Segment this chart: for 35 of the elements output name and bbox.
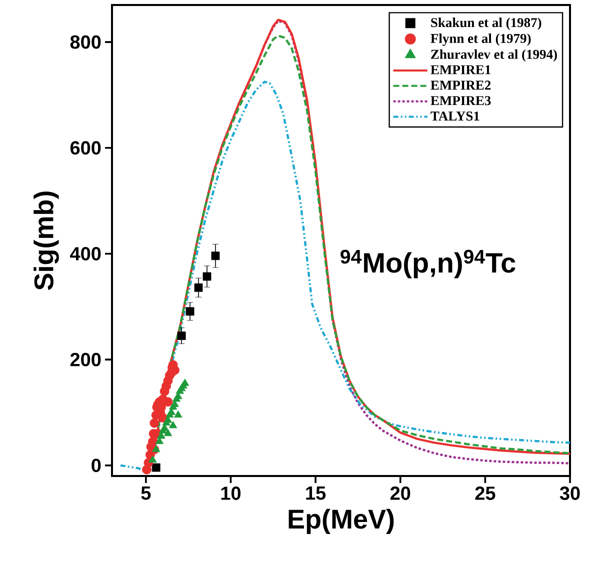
legend-label: Skakun et al (1987) bbox=[431, 18, 542, 30]
point bbox=[177, 332, 186, 340]
point bbox=[174, 410, 182, 418]
y-axis-title: Sig(mb) bbox=[34, 192, 59, 290]
y-tick-label: 800 bbox=[70, 35, 101, 49]
point bbox=[202, 272, 212, 281]
point bbox=[186, 307, 194, 316]
point bbox=[211, 252, 220, 260]
x-tick-label: 5 bbox=[141, 486, 151, 500]
point bbox=[163, 397, 173, 407]
y-tick-label: 400 bbox=[70, 247, 101, 260]
annotation: $^{94}$Mo(p,n)$^{94}$Tc bbox=[340, 250, 516, 278]
x-tick-label: 10 bbox=[221, 486, 241, 500]
point bbox=[194, 283, 203, 292]
legend-label: Zhuravlev et al (1994) bbox=[431, 49, 557, 62]
point bbox=[148, 455, 157, 463]
legend-label: Flynn et al (1979) bbox=[430, 34, 531, 46]
legend-label: TALYS1 bbox=[430, 112, 480, 121]
y-tick-label: 0 bbox=[92, 458, 101, 472]
y-tick-label: 600 bbox=[70, 141, 101, 155]
x-tick-label: 25 bbox=[475, 486, 496, 500]
point bbox=[180, 378, 190, 386]
point bbox=[152, 463, 160, 472]
point bbox=[168, 421, 178, 428]
x-tick-label: 20 bbox=[390, 486, 410, 500]
legend-label: EMPIRE3 bbox=[430, 96, 491, 106]
legend-label: EMPIRE1 bbox=[430, 65, 490, 74]
point bbox=[150, 418, 160, 428]
legend-label: EMPIRE2 bbox=[430, 80, 491, 90]
y-tick-label: 200 bbox=[70, 352, 101, 366]
x-tick-label: 15 bbox=[306, 486, 326, 500]
x-axis-title: Ep(MeV) bbox=[288, 508, 394, 534]
x-tick-label: 30 bbox=[560, 486, 580, 500]
point bbox=[152, 444, 160, 452]
point bbox=[164, 428, 172, 436]
